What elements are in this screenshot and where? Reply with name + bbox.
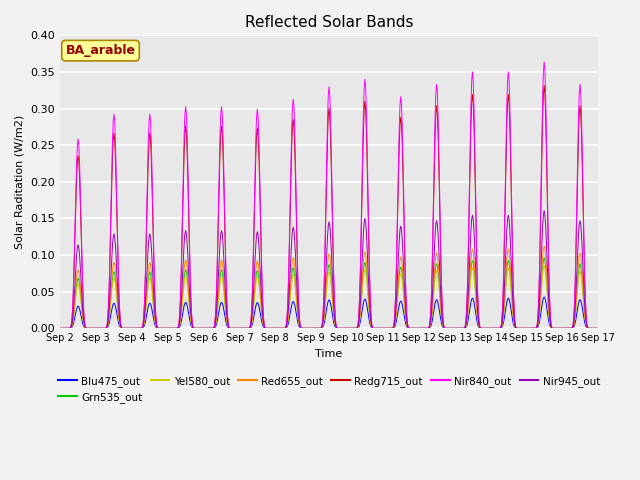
Yel580_out [122, 325, 129, 331]
X-axis label: Time: Time [316, 349, 342, 359]
Yel580_out [540, 263, 548, 268]
Redg715_out [56, 325, 64, 331]
Blu475_out [66, 325, 74, 331]
Line: Redg715_out: Redg715_out [60, 85, 597, 328]
Nir945_out [56, 325, 64, 331]
Grn535_out [176, 322, 184, 328]
Grn535_out [66, 325, 74, 331]
Nir945_out [122, 325, 129, 331]
Redg715_out [176, 313, 184, 319]
Red655_out [176, 321, 184, 327]
Nir840_out [204, 325, 212, 331]
Legend: Blu475_out, Grn535_out, Yel580_out, Red655_out, Redg715_out, Nir840_out, Nir945_: Blu475_out, Grn535_out, Yel580_out, Red6… [54, 372, 604, 407]
Nir945_out [394, 268, 402, 274]
Redg715_out [540, 83, 548, 88]
Line: Red655_out: Red655_out [60, 246, 597, 328]
Blu475_out [176, 324, 184, 330]
Nir840_out [176, 312, 184, 317]
Grn535_out [204, 325, 212, 331]
Red655_out [540, 243, 548, 249]
Nir840_out [410, 325, 417, 331]
Nir840_out [593, 325, 601, 331]
Red655_out [204, 325, 212, 331]
Grn535_out [122, 325, 129, 331]
Nir840_out [66, 325, 74, 331]
Yel580_out [56, 325, 64, 331]
Redg715_out [204, 325, 212, 331]
Blu475_out [204, 325, 212, 331]
Yel580_out [66, 325, 74, 331]
Nir945_out [540, 208, 548, 214]
Grn535_out [593, 325, 601, 331]
Nir945_out [176, 319, 184, 325]
Nir945_out [204, 325, 212, 331]
Blu475_out [540, 294, 548, 300]
Yel580_out [410, 325, 417, 331]
Line: Nir945_out: Nir945_out [60, 211, 597, 328]
Yel580_out [204, 325, 212, 331]
Blu475_out [593, 325, 601, 331]
Blu475_out [56, 325, 64, 331]
Line: Nir840_out: Nir840_out [60, 62, 597, 328]
Y-axis label: Solar Raditation (W/m2): Solar Raditation (W/m2) [15, 115, 25, 249]
Redg715_out [410, 325, 417, 331]
Red655_out [66, 325, 74, 331]
Blu475_out [410, 325, 417, 331]
Yel580_out [394, 295, 402, 300]
Red655_out [56, 325, 64, 331]
Redg715_out [66, 325, 74, 331]
Red655_out [394, 285, 402, 291]
Nir840_out [394, 195, 402, 201]
Blu475_out [394, 310, 402, 316]
Nir945_out [593, 325, 601, 331]
Red655_out [593, 325, 601, 331]
Line: Blu475_out: Blu475_out [60, 297, 597, 328]
Nir840_out [122, 325, 129, 331]
Red655_out [410, 325, 417, 331]
Grn535_out [410, 325, 417, 331]
Grn535_out [56, 325, 64, 331]
Text: BA_arable: BA_arable [65, 44, 136, 57]
Redg715_out [394, 207, 402, 213]
Redg715_out [122, 325, 129, 331]
Nir945_out [66, 325, 74, 331]
Yel580_out [593, 325, 601, 331]
Line: Yel580_out: Yel580_out [60, 265, 597, 328]
Grn535_out [540, 255, 548, 261]
Line: Grn535_out: Grn535_out [60, 258, 597, 328]
Redg715_out [593, 325, 601, 331]
Nir945_out [410, 325, 417, 331]
Nir840_out [56, 325, 64, 331]
Title: Reflected Solar Bands: Reflected Solar Bands [245, 15, 413, 30]
Yel580_out [176, 322, 184, 328]
Red655_out [122, 325, 129, 331]
Blu475_out [122, 325, 129, 331]
Grn535_out [394, 291, 402, 297]
Nir840_out [540, 59, 548, 65]
